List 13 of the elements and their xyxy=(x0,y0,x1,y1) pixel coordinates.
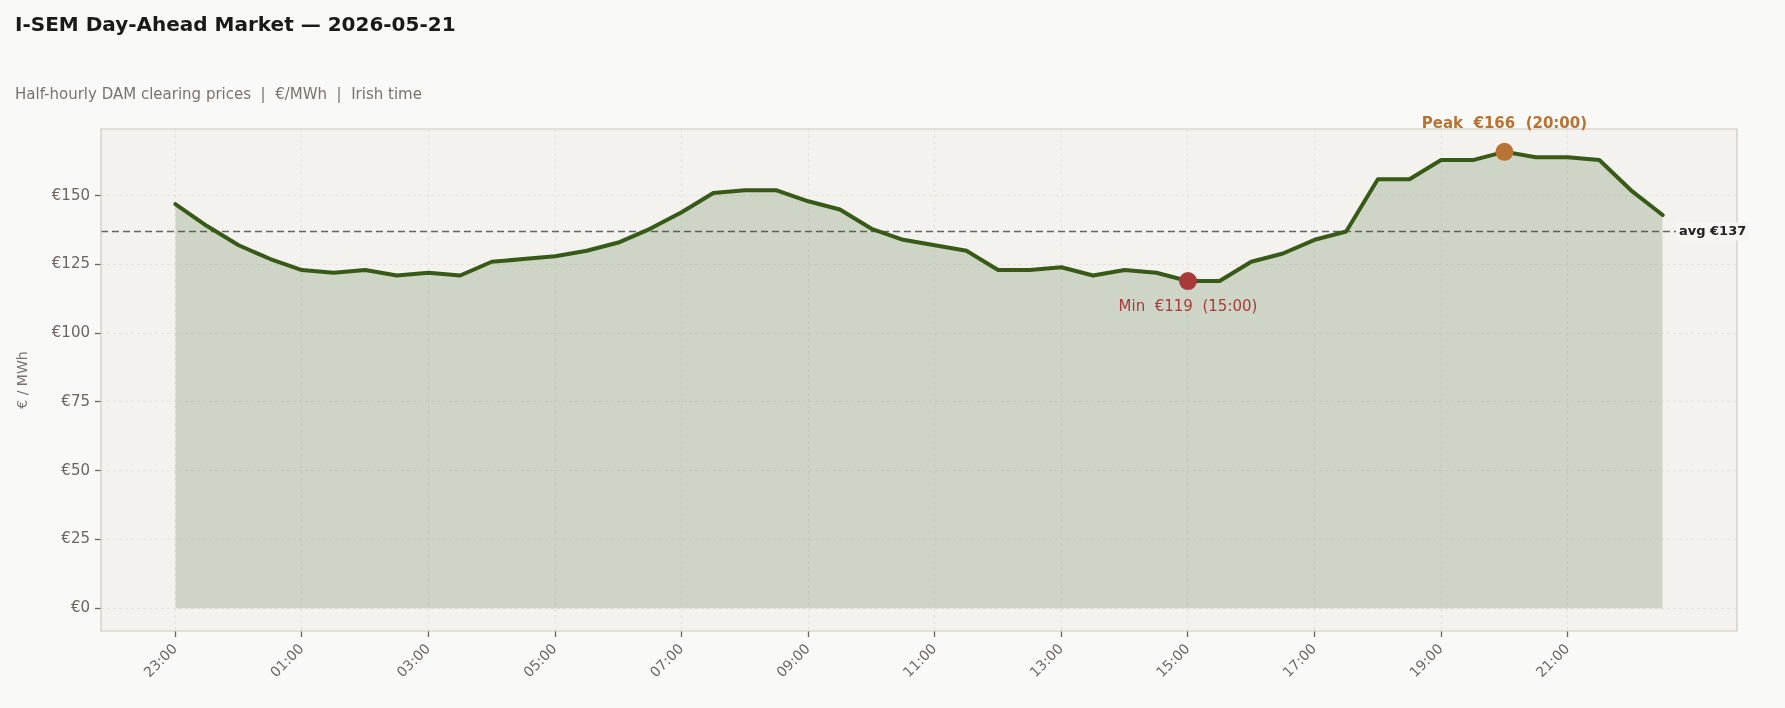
y-tick-label: €100 xyxy=(51,323,90,342)
y-tick-label: €0 xyxy=(70,598,90,617)
y-tick-label: €25 xyxy=(61,529,90,548)
y-axis-title: € / MWh xyxy=(14,351,31,409)
y-tick-label: €75 xyxy=(61,391,90,410)
annotation: Min €119 (15:00) xyxy=(1118,297,1258,316)
ref-line-label: avg €137 xyxy=(1679,222,1747,238)
annotation: Peak €166 (20:00) xyxy=(1421,114,1588,133)
y-tick-label: €150 xyxy=(51,185,90,204)
y-tick-label: €125 xyxy=(51,254,90,273)
chart-subtitle: Half-hourly DAM clearing prices | €/MWh | Irish time xyxy=(15,84,422,103)
y-tick-label: €50 xyxy=(61,460,90,479)
chart-title: I-SEM Day-Ahead Market — 2026-05-21 xyxy=(15,12,456,37)
